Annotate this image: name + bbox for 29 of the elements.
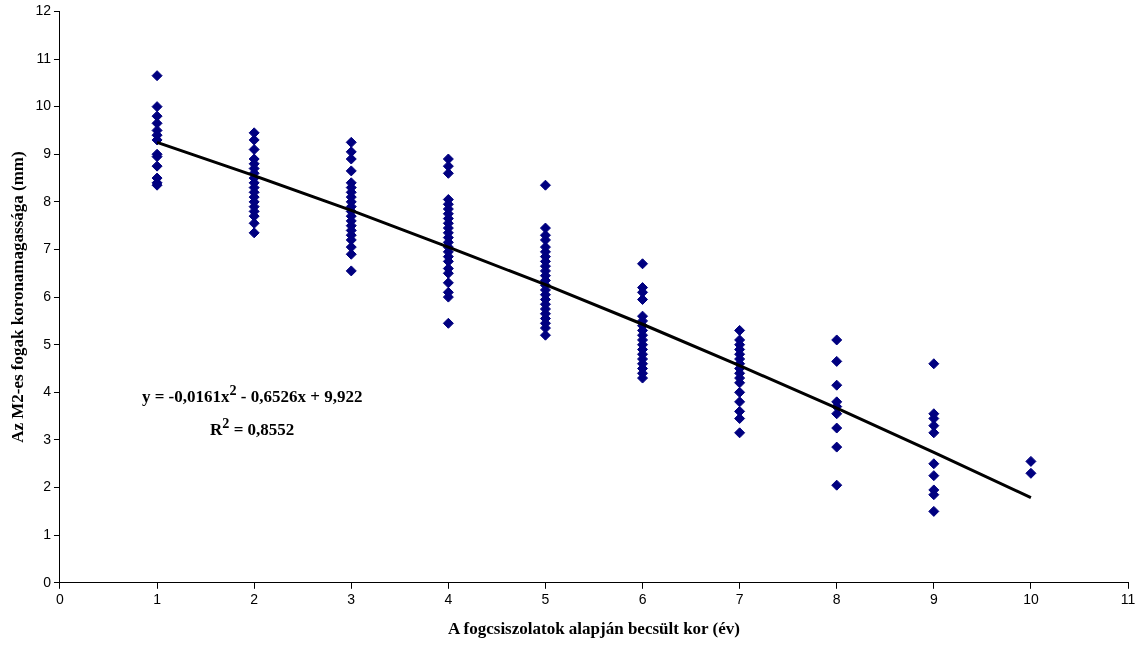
y-tick-label: 10 [35,97,52,114]
y-tick-label: 7 [43,240,52,257]
x-tick-label: 9 [929,591,938,608]
x-axis-title: A fogcsiszolatok alapján becsült kor (év) [447,619,740,639]
y-tick-label: 6 [43,287,52,304]
x-tick-label: 8 [832,591,841,608]
y-axis-title: Az M2-es fogak koronamagassága (mm) [7,151,27,443]
x-tick-label: 4 [444,591,453,608]
y-tick-label: 2 [43,478,52,495]
x-tick-label: 11 [1120,591,1136,608]
y-tick-label: 5 [43,335,52,352]
annotation: y = -0,0161x$^{2}$ - 0,6526x + 9,922 [141,381,363,408]
x-tick-label: 0 [56,591,65,608]
x-tick-label: 3 [347,591,356,608]
y-tick-label: 4 [43,383,52,400]
x-tick-label: 2 [250,591,259,608]
x-tick-label: 6 [638,591,647,608]
y-tick-label: 3 [43,430,52,447]
annotation: R$^{2}$ = 0,8552 [209,413,296,441]
y-tick-label: 11 [36,49,52,66]
x-tick-label: 1 [153,591,162,608]
y-tick-label: 9 [43,145,52,162]
x-tick-label: 7 [735,591,744,608]
y-tick-label: 1 [43,526,52,543]
y-tick-label: 0 [43,573,52,590]
y-tick-label: 12 [35,2,52,19]
x-tick-label: 5 [541,591,550,608]
x-tick-label: 10 [1023,591,1039,608]
y-tick-label: 8 [43,192,52,209]
